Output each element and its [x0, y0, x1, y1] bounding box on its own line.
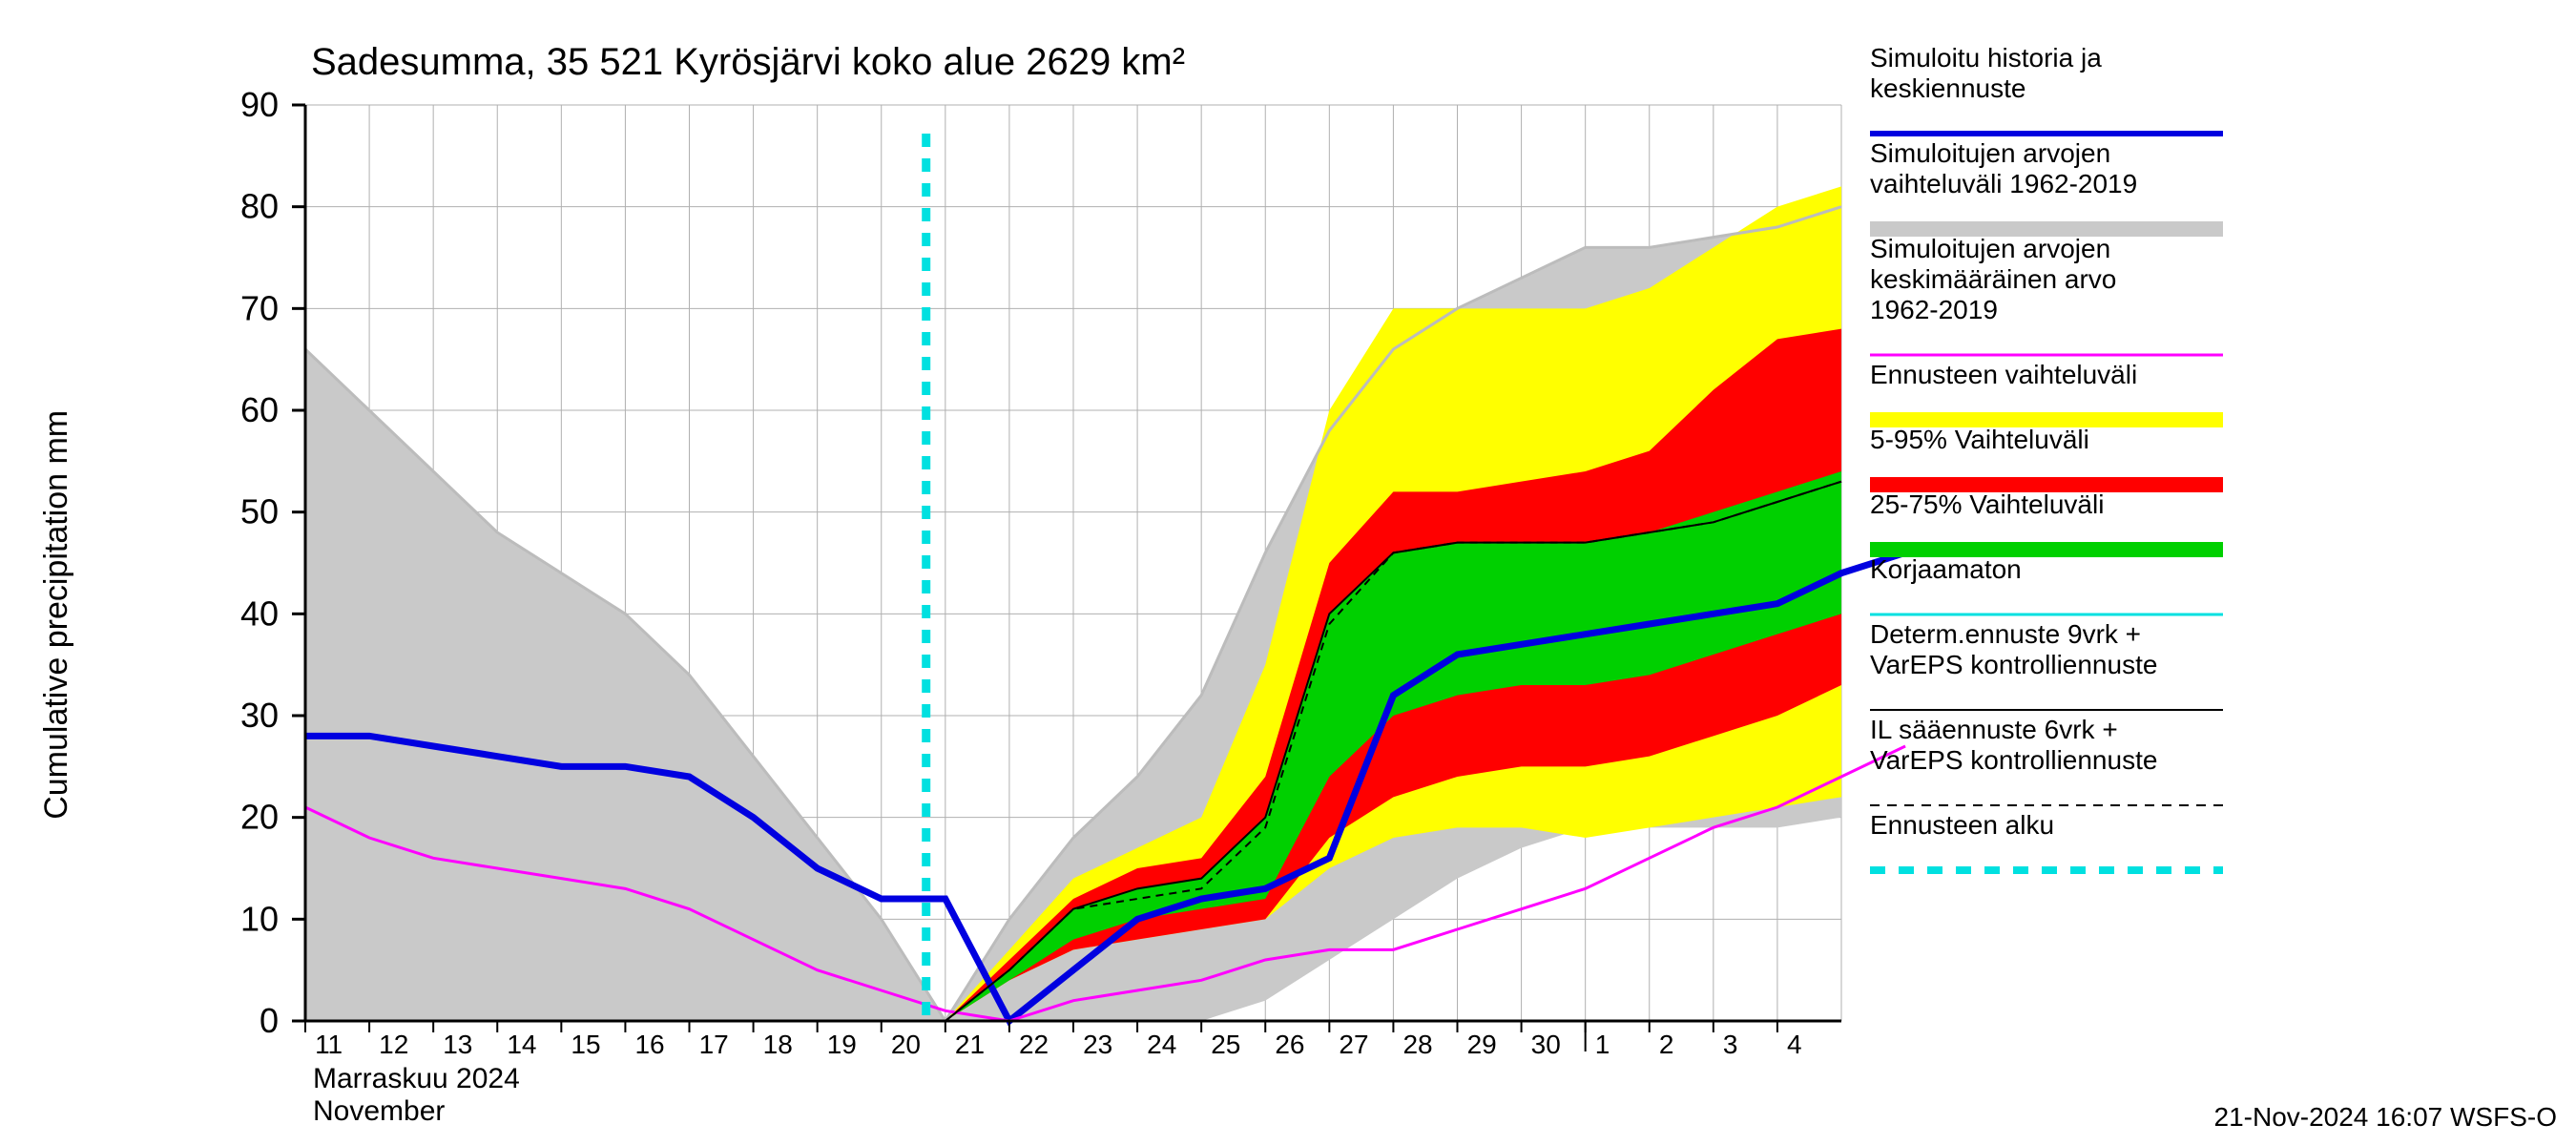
precipitation-chart: 0102030405060708090111213141516171819202…	[0, 0, 2576, 1145]
x-tick-label: 23	[1083, 1030, 1112, 1059]
x-tick-label: 11	[315, 1030, 343, 1059]
y-tick-label: 60	[240, 390, 279, 429]
y-tick-label: 20	[240, 798, 279, 837]
legend-label: IL sääennuste 6vrk +	[1870, 715, 2118, 744]
x-tick-label: 1	[1595, 1030, 1610, 1059]
x-tick-label: 13	[443, 1030, 472, 1059]
legend-label: Ennusteen vaihteluväli	[1870, 360, 2137, 389]
x-tick-label: 14	[507, 1030, 536, 1059]
legend-label: VarEPS kontrolliennuste	[1870, 745, 2157, 775]
legend-label: keskimääräinen arvo	[1870, 264, 2116, 294]
x-tick-label: 3	[1723, 1030, 1738, 1059]
x-tick-label: 2	[1659, 1030, 1674, 1059]
legend-label: VarEPS kontrolliennuste	[1870, 650, 2157, 679]
x-tick-label: 30	[1531, 1030, 1561, 1059]
y-axis-label: Cumulative precipitation mm	[38, 410, 74, 820]
x-tick-label: 17	[699, 1030, 729, 1059]
legend-label: Simuloitu historia ja	[1870, 43, 2102, 73]
legend-label: Ennusteen alku	[1870, 810, 2054, 840]
x-tick-label: 12	[379, 1030, 408, 1059]
x-tick-label: 16	[634, 1030, 664, 1059]
x-tick-label: 25	[1211, 1030, 1240, 1059]
x-tick-label: 28	[1402, 1030, 1432, 1059]
chart-footer: 21-Nov-2024 16:07 WSFS-O	[2214, 1102, 2558, 1132]
legend-label: Korjaamaton	[1870, 554, 2022, 584]
x-tick-label: 29	[1467, 1030, 1497, 1059]
x-tick-label: 22	[1019, 1030, 1049, 1059]
y-tick-label: 80	[240, 187, 279, 226]
legend-label: keskiennuste	[1870, 73, 2025, 103]
legend-label: 1962-2019	[1870, 295, 1998, 324]
y-tick-label: 30	[240, 696, 279, 735]
x-tick-label: 18	[763, 1030, 793, 1059]
y-tick-label: 70	[240, 288, 279, 327]
x-tick-label: 19	[827, 1030, 857, 1059]
x-tick-label: 24	[1147, 1030, 1176, 1059]
y-tick-label: 40	[240, 593, 279, 633]
y-tick-label: 0	[260, 1001, 279, 1040]
legend-label: 25-75% Vaihteluväli	[1870, 489, 2104, 519]
legend-label: vaihteluväli 1962-2019	[1870, 169, 2137, 198]
legend-label: Simuloitujen arvojen	[1870, 234, 2110, 263]
y-tick-label: 90	[240, 85, 279, 124]
month-label-en: November	[313, 1095, 445, 1127]
legend-label: Simuloitujen arvojen	[1870, 138, 2110, 168]
month-label-fi: Marraskuu 2024	[313, 1063, 520, 1094]
x-tick-label: 4	[1787, 1030, 1802, 1059]
legend-label: Determ.ennuste 9vrk +	[1870, 619, 2141, 649]
x-tick-label: 27	[1339, 1030, 1368, 1059]
legend-label: 5-95% Vaihteluväli	[1870, 425, 2089, 454]
x-tick-label: 20	[891, 1030, 921, 1059]
chart-title: Sadesumma, 35 521 Kyrösjärvi koko alue 2…	[311, 41, 1185, 83]
x-tick-label: 15	[571, 1030, 600, 1059]
y-tick-label: 50	[240, 492, 279, 531]
x-tick-label: 26	[1275, 1030, 1304, 1059]
x-tick-label: 21	[955, 1030, 985, 1059]
y-tick-label: 10	[240, 899, 279, 938]
